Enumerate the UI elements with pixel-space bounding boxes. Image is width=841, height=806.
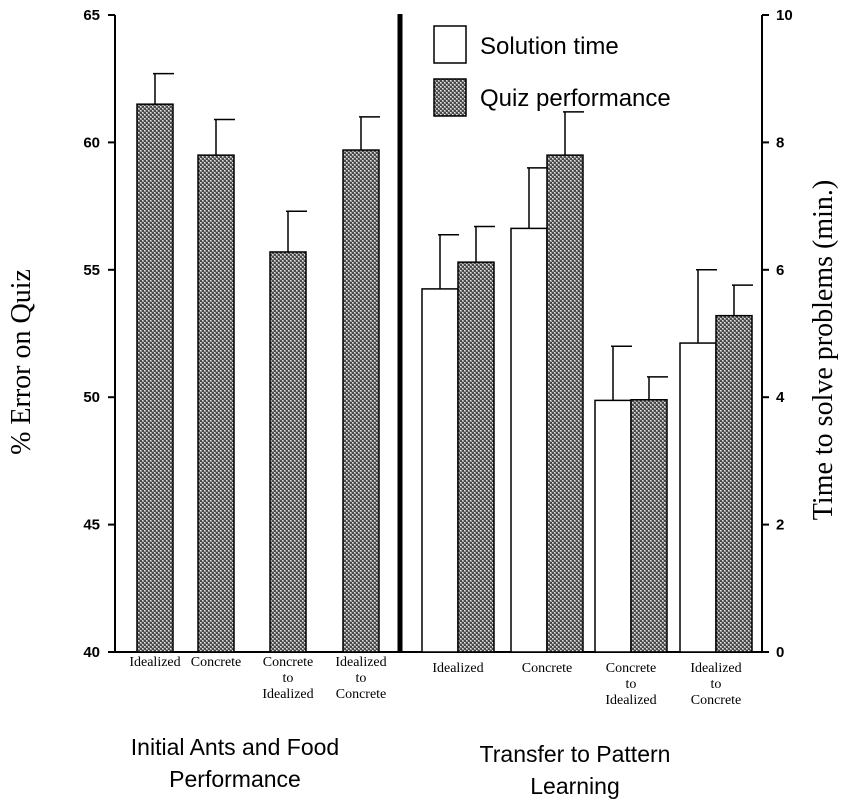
bars bbox=[136, 103, 753, 653]
quiz-bar bbox=[342, 149, 380, 653]
legend-swatch-solution-time bbox=[433, 25, 467, 64]
right-tick-label: 4 bbox=[776, 389, 785, 406]
quiz-bar bbox=[197, 154, 235, 653]
group-label: Initial Ants and Food bbox=[131, 734, 339, 760]
category-label: Idealized bbox=[605, 693, 656, 708]
quiz-bar bbox=[630, 398, 668, 653]
left-tick-label: 60 bbox=[83, 134, 100, 151]
category-label: to bbox=[356, 671, 367, 686]
category-label: Concrete bbox=[263, 655, 314, 670]
category-labels: Idealized Concrete ConcretetoIdealizedIdea… bbox=[129, 655, 741, 708]
left-tick-label: 50 bbox=[83, 389, 100, 406]
left-axis-ticks: 40 45 50 55 60 65 bbox=[83, 7, 115, 661]
quiz-bar bbox=[269, 251, 307, 653]
category-label: Idealized bbox=[432, 661, 483, 676]
group-labels: Initial Ants and Food Performance Transfer… bbox=[131, 734, 671, 799]
solution-time-bar bbox=[510, 227, 548, 653]
right-tick-label: 6 bbox=[776, 262, 784, 279]
left-tick-label: 40 bbox=[83, 644, 100, 661]
category-label: Concrete bbox=[691, 693, 742, 708]
category-label: Concrete bbox=[606, 661, 657, 676]
legend-swatch-quiz-performance bbox=[433, 78, 467, 117]
legend-label-quiz-performance: Quiz performance bbox=[480, 85, 671, 112]
right-tick-label: 8 bbox=[776, 134, 784, 151]
quiz-bar bbox=[136, 103, 174, 653]
error-bars bbox=[153, 72, 753, 401]
right-tick-label: 0 bbox=[776, 644, 784, 661]
category-label: Idealized bbox=[262, 687, 313, 702]
quiz-bar bbox=[457, 261, 495, 653]
quiz-bar bbox=[715, 314, 753, 653]
left-tick-label: 55 bbox=[83, 262, 100, 279]
group-label: Performance bbox=[169, 766, 301, 792]
category-label: Idealized bbox=[690, 661, 741, 676]
category-label: to bbox=[626, 677, 637, 692]
quiz-bar bbox=[546, 154, 584, 653]
legend-label-solution-time: Solution time bbox=[480, 33, 619, 60]
group-label: Learning bbox=[530, 773, 620, 799]
left-tick-label: 65 bbox=[83, 7, 100, 24]
solution-time-bar bbox=[594, 399, 632, 653]
solution-time-bar bbox=[421, 288, 459, 653]
right-axis-ticks: 0 2 4 6 8 10 bbox=[762, 7, 793, 661]
right-tick-label: 10 bbox=[776, 7, 793, 24]
solution-time-bar bbox=[679, 342, 717, 653]
category-label: to bbox=[283, 671, 294, 686]
left-axis-title: % Error on Quiz bbox=[6, 269, 37, 455]
category-label: Idealized bbox=[335, 655, 386, 670]
legend: Solution time Quiz performance bbox=[433, 25, 671, 117]
left-tick-label: 45 bbox=[83, 517, 100, 534]
category-label: Concrete bbox=[191, 655, 242, 670]
right-tick-label: 2 bbox=[776, 517, 784, 534]
right-axis-title: Time to solve problems (min.) bbox=[808, 180, 839, 520]
category-label: Concrete bbox=[336, 687, 387, 702]
group-label: Transfer to Pattern bbox=[480, 741, 671, 767]
category-label: Concrete bbox=[522, 661, 573, 676]
category-label: to bbox=[711, 677, 722, 692]
category-label: Idealized bbox=[129, 655, 180, 670]
